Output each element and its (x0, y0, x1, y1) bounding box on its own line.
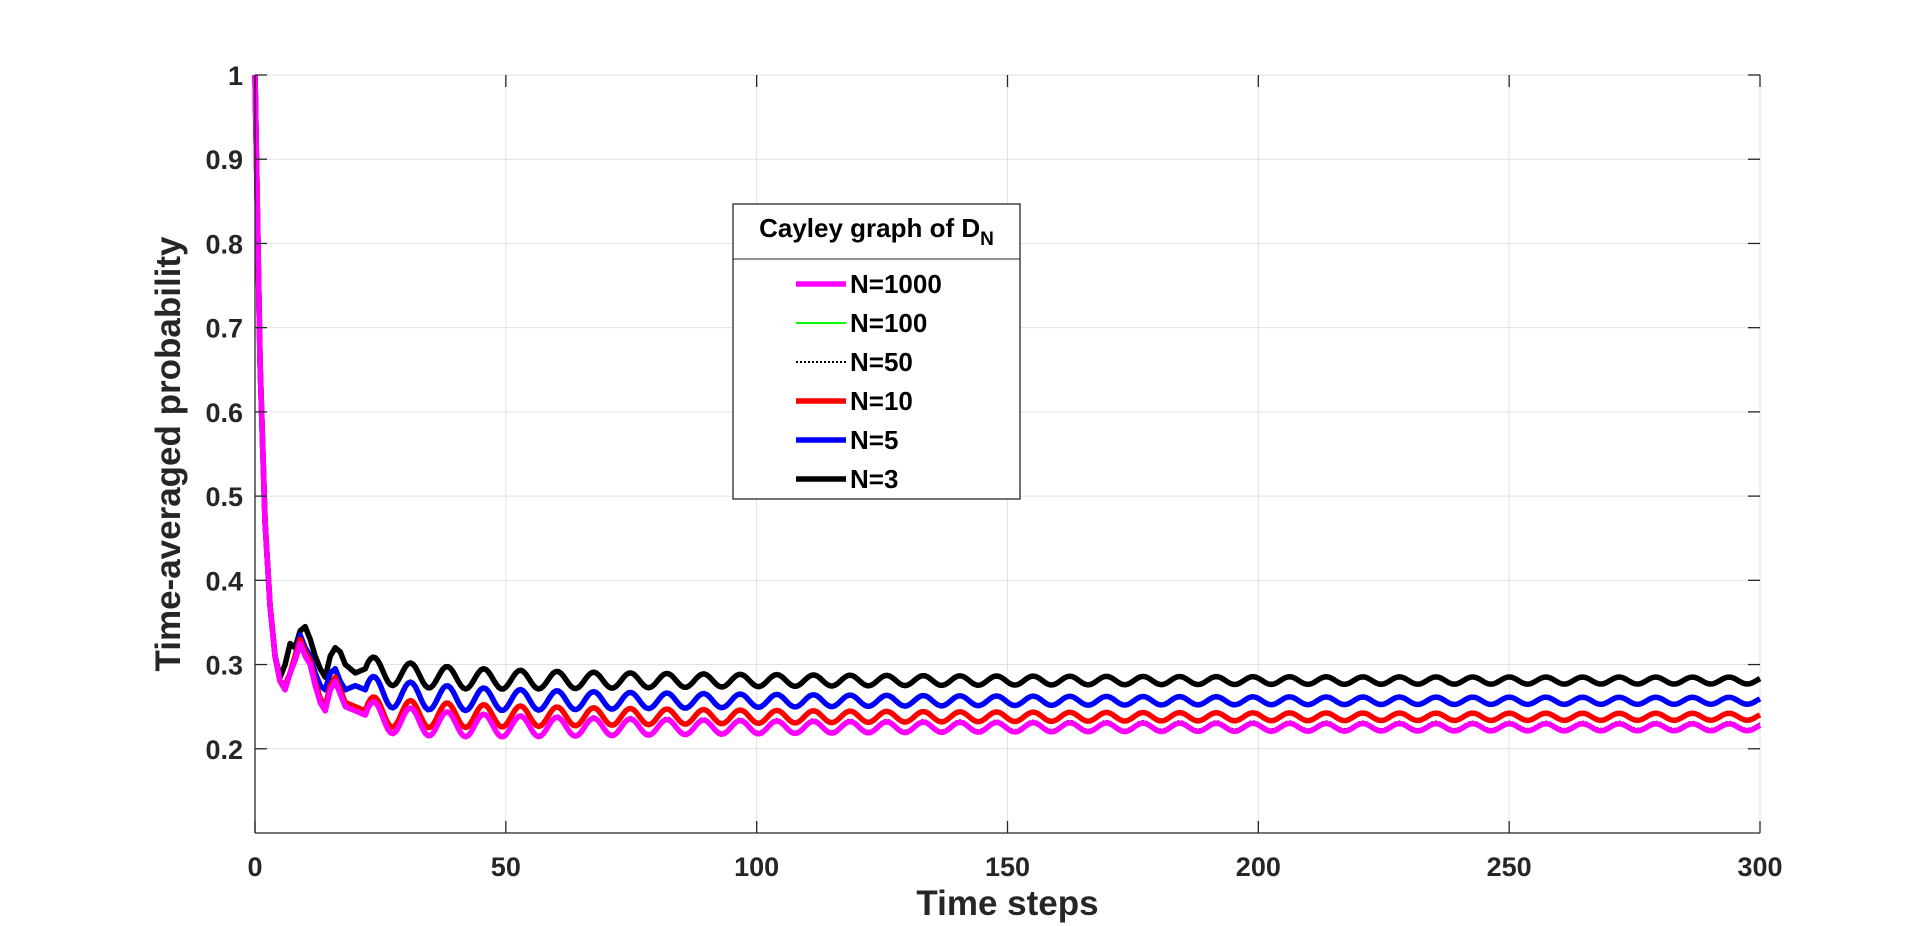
legend-entries: N=1000 N=100 N=50 N=10 N=5 N=3 (796, 269, 942, 494)
legend-label: N=3 (850, 464, 898, 494)
series-lines (252, 74, 1762, 740)
x-tick-label: 100 (734, 852, 779, 882)
y-tick-label: 0.6 (205, 398, 243, 428)
y-axis-ticks: 0.2 0.3 0.4 0.5 0.6 0.7 0.8 0.9 1 (205, 61, 1760, 765)
legend: Cayley graph of DN N=1000N=100N=50N=10N=… (732, 203, 1021, 500)
x-axis-label: Time steps (916, 884, 1098, 923)
y-tick-label: 0.4 (205, 566, 243, 596)
legend-box (732, 203, 1021, 500)
series-line-n-3 (252, 74, 1762, 692)
y-tick-label: 0.8 (205, 229, 243, 259)
y-tick-label: 0.9 (205, 145, 243, 175)
x-tick-label: 150 (985, 852, 1030, 882)
legend-label: N=100 (850, 308, 927, 338)
x-tick-label: 200 (1236, 852, 1281, 882)
legend-label: N=10 (850, 386, 913, 416)
legend-title-subscript: N (980, 229, 994, 250)
legend-label: N=1000 (850, 269, 942, 299)
series-line-n-5 (252, 74, 1762, 714)
legend-title-main: Cayley graph of D (759, 213, 980, 243)
x-tick-label: 300 (1737, 852, 1782, 882)
x-tick-label: 50 (491, 852, 521, 882)
x-tick-label: 0 (247, 852, 262, 882)
y-tick-label: 0.3 (205, 651, 243, 681)
y-axis-label: Time-averaged probability (149, 236, 188, 672)
y-tick-label: 1 (228, 61, 243, 91)
series-line-n-1000 (252, 74, 1762, 740)
series-line-n-10 (252, 74, 1762, 731)
y-tick-label: 0.7 (205, 314, 243, 344)
legend-title: Cayley graph of DN (759, 213, 994, 250)
legend-label: N=50 (850, 347, 913, 377)
y-tick-label: 0.2 (205, 735, 243, 765)
y-tick-label: 0.5 (205, 482, 243, 512)
x-axis-ticks: 0 50 100 150 200 250 300 (247, 75, 1783, 882)
legend-label: N=5 (850, 425, 898, 455)
x-tick-label: 250 (1487, 852, 1532, 882)
